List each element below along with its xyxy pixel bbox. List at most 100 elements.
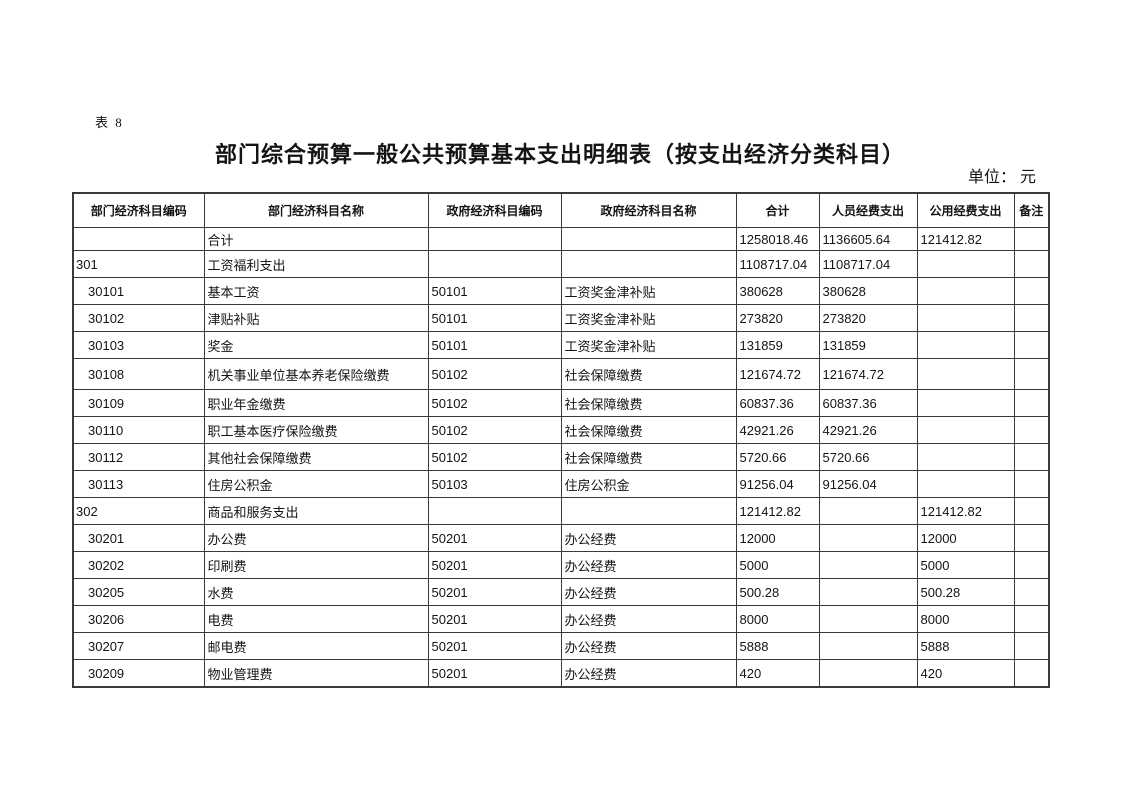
cell-gov-code [427,497,562,525]
table-row: 30108 机关事业单位基本养老保险缴费 50102 社会保障缴费 121674… [72,358,1050,390]
cell-public: 121412.82 [916,497,1015,525]
cell-public [916,331,1015,359]
cell-total: 91256.04 [735,470,820,498]
cell-gov-code: 50201 [427,551,562,579]
cell-dept-code: 30109 [72,389,205,417]
cell-public [916,250,1015,278]
cell-dept-code: 30103 [72,331,205,359]
cell-gov-name [560,227,737,251]
cell-note [1013,358,1050,390]
cell-dept-name: 奖金 [203,331,429,359]
cell-public: 5888 [916,632,1015,660]
table-row: 30102 津贴补贴 50101 工资奖金津补贴 273820 273820 [72,304,1050,332]
cell-dept-code: 30206 [72,605,205,633]
cell-note [1013,304,1050,332]
table-row: 30207 邮电费 50201 办公经费 5888 5888 [72,632,1050,660]
cell-gov-name [560,497,737,525]
table-row: 30101 基本工资 50101 工资奖金津补贴 380628 380628 [72,277,1050,305]
cell-note [1013,227,1050,251]
cell-dept-name: 印刷费 [203,551,429,579]
cell-public: 500.28 [916,578,1015,606]
cell-gov-code: 50102 [427,358,562,390]
cell-note [1013,331,1050,359]
cell-personnel [818,632,918,660]
cell-gov-name: 社会保障缴费 [560,416,737,444]
cell-dept-code: 30202 [72,551,205,579]
cell-personnel: 42921.26 [818,416,918,444]
cell-dept-code: 30209 [72,659,205,688]
cell-dept-code: 30205 [72,578,205,606]
cell-gov-name: 工资奖金津补贴 [560,331,737,359]
header-dept-code: 部门经济科目编码 [72,192,205,228]
cell-total: 121674.72 [735,358,820,390]
cell-total: 60837.36 [735,389,820,417]
cell-dept-name: 邮电费 [203,632,429,660]
cell-personnel: 91256.04 [818,470,918,498]
cell-personnel: 1108717.04 [818,250,918,278]
table-row: 30205 水费 50201 办公经费 500.28 500.28 [72,578,1050,606]
table-row: 301 工资福利支出 1108717.04 1108717.04 [72,250,1050,278]
cell-gov-code [427,250,562,278]
cell-dept-name: 职业年金缴费 [203,389,429,417]
cell-dept-code: 302 [72,497,205,525]
cell-public [916,470,1015,498]
cell-total: 8000 [735,605,820,633]
cell-gov-code: 50201 [427,605,562,633]
cell-dept-code [72,227,205,251]
cell-dept-code: 301 [72,250,205,278]
cell-public: 121412.82 [916,227,1015,251]
table-row: 30103 奖金 50101 工资奖金津补贴 131859 131859 [72,331,1050,359]
cell-personnel [818,551,918,579]
cell-gov-code: 50102 [427,416,562,444]
cell-gov-code: 50201 [427,632,562,660]
cell-public [916,304,1015,332]
cell-gov-code: 50201 [427,659,562,688]
budget-table: 部门经济科目编码 部门经济科目名称 政府经济科目编码 政府经济科目名称 合计 人… [72,192,1050,688]
cell-dept-name: 职工基本医疗保险缴费 [203,416,429,444]
cell-personnel [818,497,918,525]
cell-dept-name: 办公费 [203,524,429,552]
cell-total: 1108717.04 [735,250,820,278]
cell-note [1013,250,1050,278]
cell-note [1013,389,1050,417]
cell-public: 12000 [916,524,1015,552]
cell-dept-code: 30110 [72,416,205,444]
cell-gov-code: 50101 [427,277,562,305]
cell-total: 500.28 [735,578,820,606]
cell-note [1013,632,1050,660]
cell-dept-code: 30207 [72,632,205,660]
cell-public: 420 [916,659,1015,688]
cell-personnel: 1136605.64 [818,227,918,251]
header-note: 备注 [1013,192,1050,228]
cell-personnel: 131859 [818,331,918,359]
cell-personnel: 380628 [818,277,918,305]
cell-gov-code: 50102 [427,389,562,417]
cell-dept-code: 30108 [72,358,205,390]
table-row: 30202 印刷费 50201 办公经费 5000 5000 [72,551,1050,579]
cell-gov-name: 办公经费 [560,551,737,579]
page-title: 部门综合预算一般公共预算基本支出明细表（按支出经济分类科目） [214,142,905,167]
cell-dept-name: 机关事业单位基本养老保险缴费 [203,358,429,390]
cell-personnel [818,524,918,552]
cell-gov-name: 办公经费 [560,605,737,633]
cell-gov-name: 办公经费 [560,524,737,552]
table-row: 302 商品和服务支出 121412.82 121412.82 [72,497,1050,525]
cell-public [916,277,1015,305]
cell-gov-name: 办公经费 [560,578,737,606]
cell-gov-name: 社会保障缴费 [560,358,737,390]
cell-dept-name: 商品和服务支出 [203,497,429,525]
cell-note [1013,578,1050,606]
header-public: 公用经费支出 [916,192,1015,228]
cell-gov-name: 工资奖金津补贴 [560,277,737,305]
cell-gov-name: 办公经费 [560,659,737,688]
cell-dept-name: 住房公积金 [203,470,429,498]
cell-personnel: 60837.36 [818,389,918,417]
cell-gov-code: 50103 [427,470,562,498]
cell-dept-code: 30112 [72,443,205,471]
cell-dept-name: 物业管理费 [203,659,429,688]
cell-note [1013,277,1050,305]
table-row: 30112 其他社会保障缴费 50102 社会保障缴费 5720.66 5720… [72,443,1050,471]
cell-total: 121412.82 [735,497,820,525]
table-row: 30109 职业年金缴费 50102 社会保障缴费 60837.36 60837… [72,389,1050,417]
cell-total: 12000 [735,524,820,552]
